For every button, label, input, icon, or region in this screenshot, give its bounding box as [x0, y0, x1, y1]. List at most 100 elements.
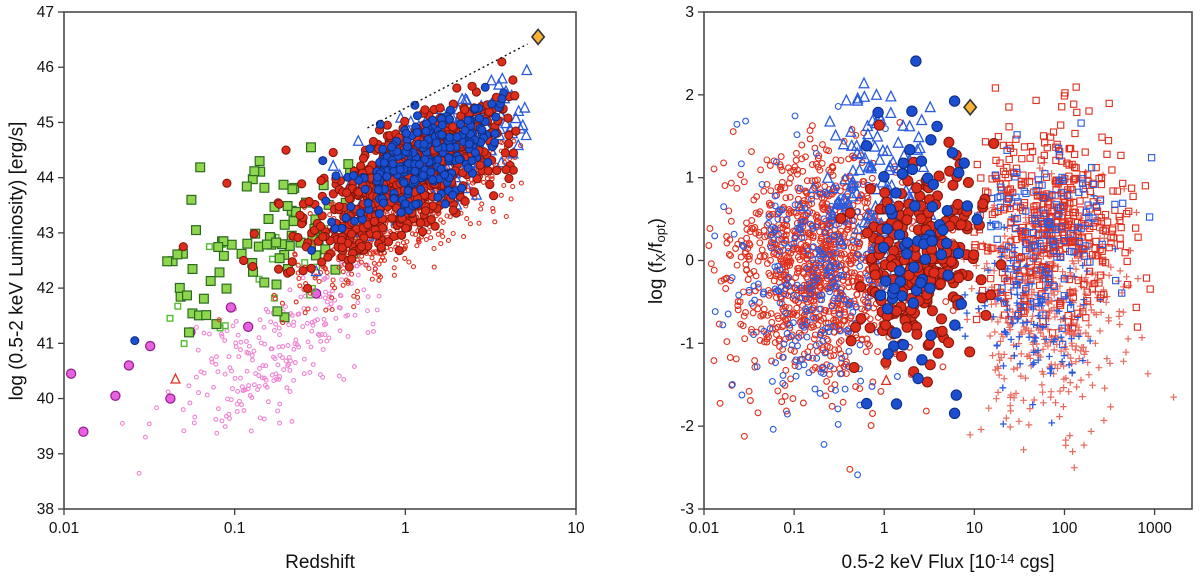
data-point [727, 217, 735, 225]
data-point [868, 174, 876, 182]
data-point [776, 299, 784, 307]
data-point [745, 387, 753, 395]
data-point [822, 146, 830, 154]
data-point [1115, 313, 1123, 320]
data-point [862, 216, 874, 228]
data-point [1012, 135, 1020, 143]
data-point [994, 132, 1003, 141]
data-point [767, 231, 775, 239]
data-point [771, 192, 779, 200]
data-point [774, 230, 782, 238]
data-point [1118, 289, 1126, 297]
data-point [810, 335, 818, 343]
data-point [839, 398, 847, 406]
data-point [521, 63, 533, 76]
data-point [475, 160, 485, 170]
data-point [805, 369, 813, 377]
data-point [852, 383, 860, 391]
data-point [826, 343, 834, 351]
data-point [508, 148, 519, 158]
data-point [447, 214, 453, 220]
data-point [376, 242, 386, 252]
data-point [491, 112, 501, 122]
data-point [1068, 186, 1076, 194]
data-point [490, 208, 496, 215]
data-point [1079, 175, 1087, 183]
data-point [363, 262, 369, 268]
data-point [782, 268, 790, 276]
data-point [994, 389, 1002, 396]
data-point [1072, 265, 1080, 273]
data-point [1012, 280, 1020, 289]
data-point [293, 299, 299, 305]
data-point [827, 352, 835, 360]
data-point [396, 207, 406, 217]
data-point [865, 276, 873, 284]
data-point [823, 190, 831, 197]
data-point [1146, 285, 1154, 293]
data-point [1000, 311, 1009, 319]
data-point [1012, 202, 1021, 210]
data-point [510, 91, 520, 101]
data-point [824, 259, 836, 271]
data-point [305, 306, 311, 312]
data-point [490, 205, 496, 211]
data-point [798, 234, 806, 241]
data-point [1085, 371, 1093, 379]
data-point [1066, 379, 1074, 386]
data-point [1023, 317, 1030, 325]
data-point [813, 275, 821, 282]
data-point [758, 180, 766, 188]
data-point [201, 330, 207, 336]
data-point [734, 298, 742, 305]
data-point [1020, 446, 1027, 454]
data-point [1001, 328, 1008, 335]
data-point [467, 221, 473, 227]
data-point [914, 141, 926, 154]
data-point [238, 347, 243, 353]
data-point [1014, 198, 1022, 206]
data-point [1020, 199, 1029, 207]
data-point [779, 379, 787, 387]
data-point [752, 209, 760, 217]
data-point [1018, 155, 1026, 163]
data-point [1031, 216, 1039, 224]
data-point [238, 339, 244, 345]
data-point [1022, 207, 1030, 215]
data-point [130, 336, 140, 346]
data-point [1000, 223, 1008, 231]
data-point [474, 113, 484, 123]
data-point [758, 246, 766, 254]
data-point [1073, 218, 1082, 227]
data-point [291, 377, 297, 383]
data-point [501, 165, 511, 175]
data-point [136, 470, 142, 476]
data-point [1123, 280, 1132, 289]
data-point [351, 304, 357, 310]
data-point [209, 356, 215, 362]
data-point [901, 214, 913, 226]
data-point [1076, 197, 1084, 205]
data-point [512, 138, 525, 151]
data-point [742, 117, 750, 125]
data-point [230, 323, 236, 329]
data-point [820, 206, 827, 213]
data-point [779, 205, 787, 213]
data-point [821, 188, 829, 196]
data-point [1138, 334, 1146, 341]
xray-optical-flux-ratio-panel: 0.01 0.1 1 10 100 1000 -3 -2 -1 0 1 2 3 log (fX/fopt… [600, 0, 1200, 588]
data-point [746, 270, 754, 278]
data-point [448, 122, 458, 132]
data-point [1105, 272, 1113, 279]
data-point [774, 262, 782, 270]
data-point [768, 377, 776, 385]
data-point [720, 203, 728, 211]
data-point [710, 165, 718, 173]
data-point [1019, 171, 1027, 179]
data-point [824, 324, 832, 331]
data-point [811, 385, 819, 393]
data-point [261, 416, 267, 422]
data-point [365, 294, 371, 300]
data-point [985, 289, 997, 301]
data-point [1060, 292, 1068, 300]
